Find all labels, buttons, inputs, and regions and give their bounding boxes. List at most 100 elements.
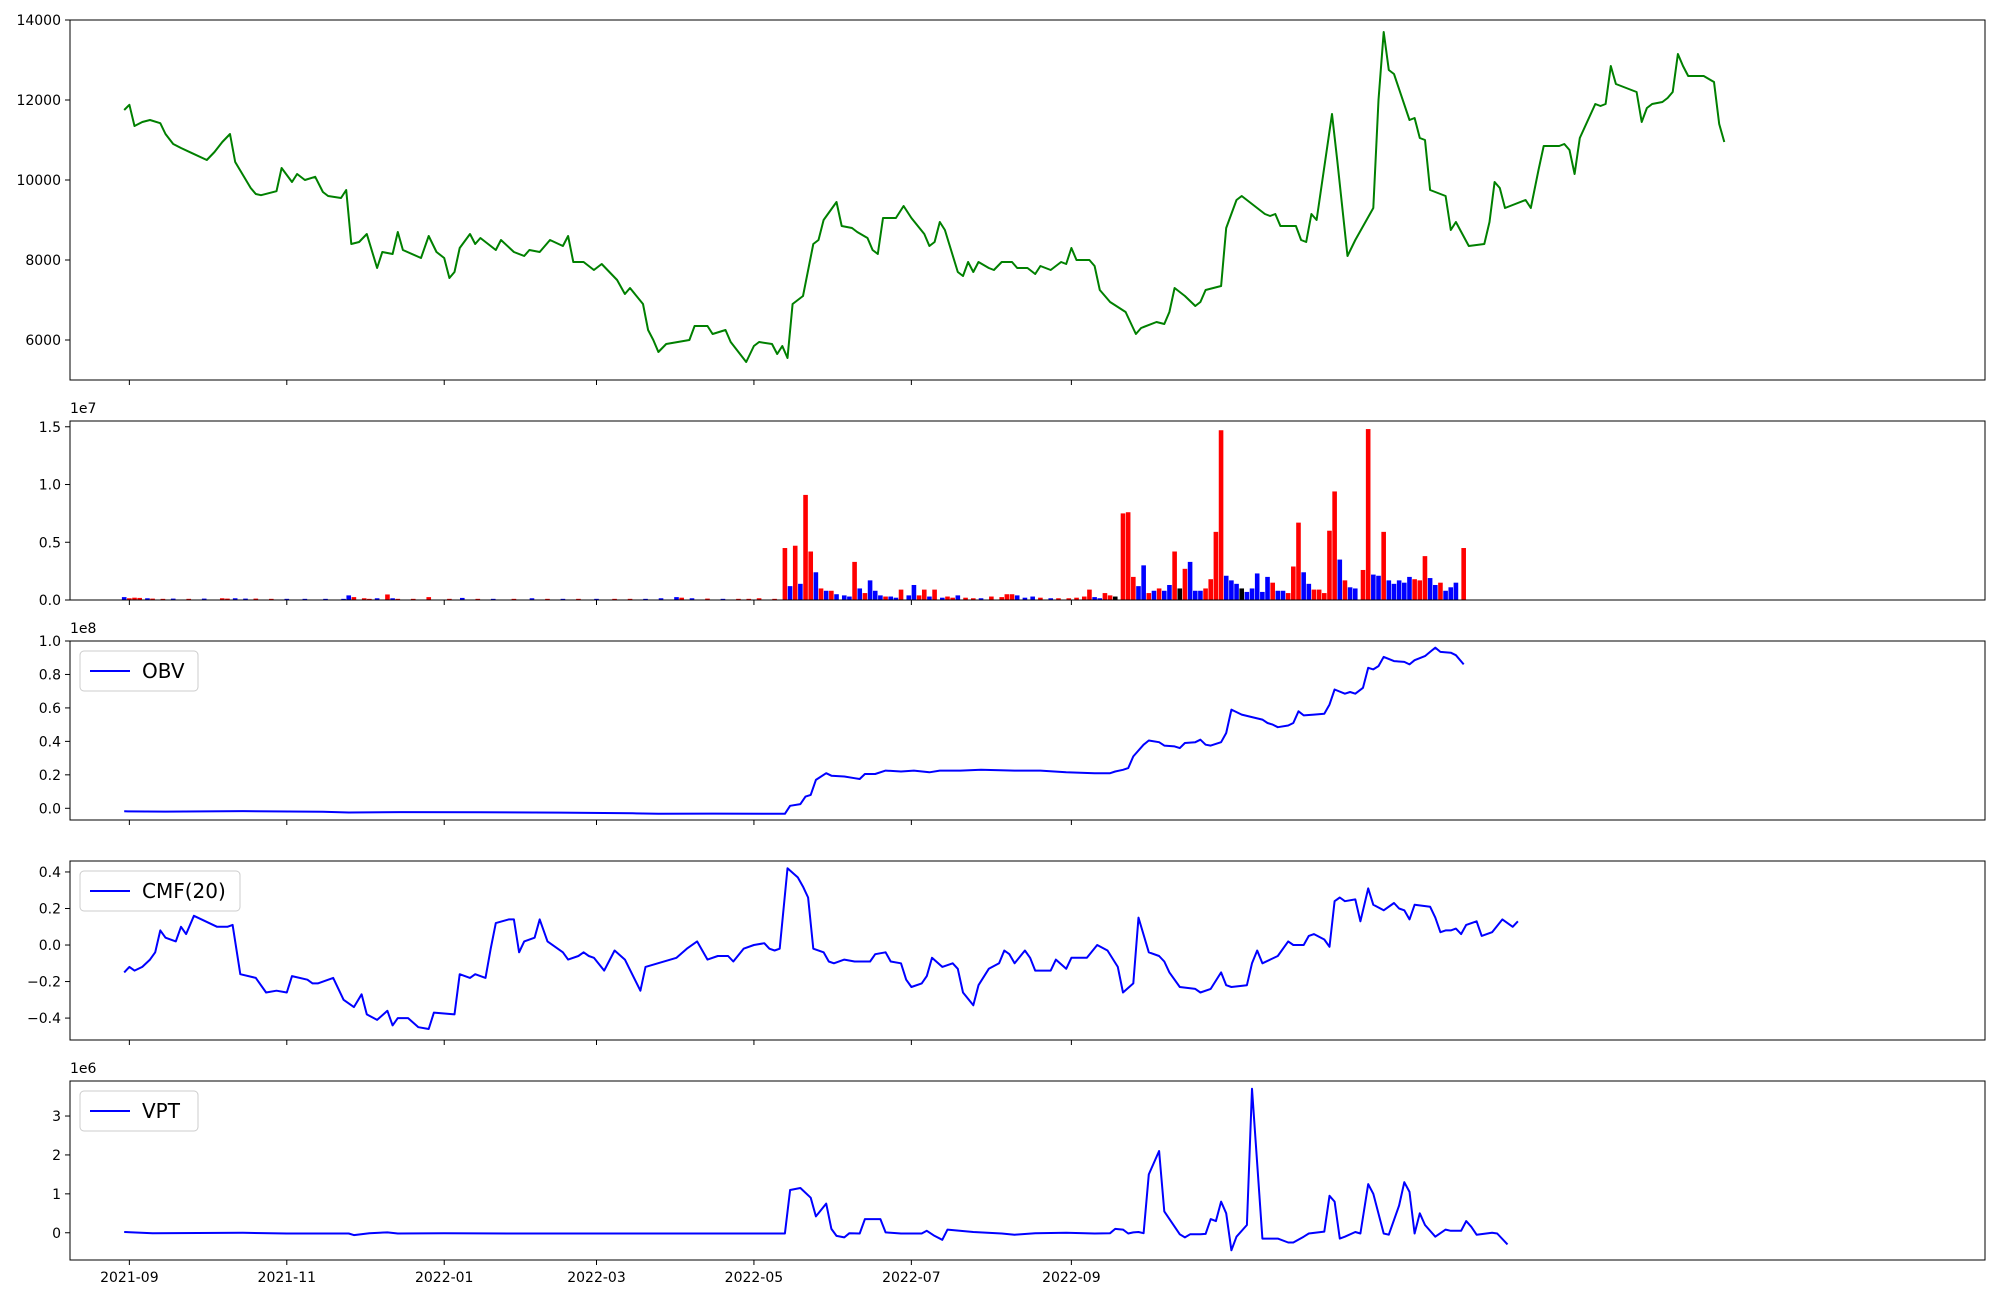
volume-bar [1316, 589, 1322, 600]
panel-1: 6000 8000 10000 12000 14000 [16, 13, 1986, 385]
volume-bar [323, 598, 328, 600]
volume-bar [1260, 591, 1265, 600]
volume-bar [963, 597, 968, 600]
volume-bar [1376, 575, 1381, 600]
legend-box [79, 870, 241, 912]
axes-frame [69, 640, 1986, 821]
volume-bar [137, 597, 142, 600]
volume-bar [950, 597, 955, 600]
volume-bar [284, 598, 290, 600]
volume-bar [916, 595, 922, 600]
volume-bar [867, 580, 873, 600]
volume-bar [1244, 591, 1250, 600]
axes-frame [69, 860, 1986, 1041]
volume-bar [1417, 580, 1423, 600]
volume-bar [1371, 574, 1376, 600]
volume-bar [1352, 588, 1358, 600]
volume-bar [1120, 513, 1126, 600]
volume-bar [705, 598, 710, 600]
volume-bar [772, 598, 777, 600]
volume-bar [1448, 587, 1454, 600]
volume-bar [225, 598, 230, 600]
volume-bar [1386, 580, 1392, 600]
volume-bar [893, 597, 899, 600]
volume-bar [756, 598, 762, 600]
volume-bar [1291, 566, 1296, 600]
volume-bar [475, 598, 481, 600]
volume-bar [1427, 578, 1433, 600]
volume-bar [945, 596, 950, 600]
volume-bar [1004, 594, 1010, 600]
volume-bar [1161, 590, 1167, 600]
x-tick-label: 2022-03 [567, 1270, 626, 1286]
volume-bar [447, 598, 452, 600]
volume-bar [351, 597, 357, 600]
volume-bar [459, 597, 465, 600]
volume-bar [127, 598, 132, 600]
volume-bar [1396, 580, 1402, 600]
y-tick-label: 1.0 [39, 478, 61, 494]
volume-bar [529, 598, 535, 600]
volume-bar [1461, 548, 1466, 600]
volume-bar [121, 597, 127, 600]
y-tick-label: 0.0 [39, 593, 61, 609]
volume-bar [1203, 588, 1208, 600]
volume-bar [674, 597, 679, 600]
axes-frame [69, 19, 1986, 381]
axes-frame [69, 420, 1986, 601]
volume-bar [1275, 590, 1281, 600]
legend: OBV [79, 650, 199, 692]
volume-bar [1412, 579, 1417, 600]
y-exponent-label: 1e8 [70, 621, 96, 637]
volume-bar [1156, 588, 1162, 600]
volume-bar [367, 598, 372, 600]
panel-2: 0.0 0.5 1.0 1.5 1e7 [39, 401, 1986, 609]
volume-bar [201, 598, 207, 600]
volume-bar [782, 548, 788, 600]
volume-bar [390, 598, 395, 600]
volume-bar [1146, 593, 1152, 600]
volume-bar [1296, 522, 1301, 600]
y-tick-label: 0.5 [39, 535, 61, 551]
volume-bar [787, 586, 793, 600]
axes-frame [69, 1080, 1986, 1261]
volume-bar [1107, 595, 1113, 600]
volume-bar [1360, 569, 1366, 600]
volume-bar [385, 594, 390, 600]
volume-bar [1301, 572, 1306, 600]
volume-bar [1422, 556, 1428, 600]
volume-bar [1167, 584, 1172, 600]
volume-bar [798, 583, 803, 600]
volume-bar [490, 598, 496, 600]
volume-bar [1022, 597, 1028, 600]
volume-bar [1177, 588, 1183, 600]
volume-bar [971, 598, 976, 600]
volume-bar [1342, 580, 1348, 600]
volume-bar [1208, 579, 1214, 600]
volume-bar [1270, 582, 1275, 600]
y-tick-label: 0.0 [39, 938, 61, 954]
volume-bar [643, 598, 648, 600]
volume-bar [346, 595, 352, 600]
volume-bar [989, 596, 994, 600]
volume-bar [808, 551, 814, 600]
volume-bar [852, 561, 857, 600]
x-tick-label: 2021-11 [258, 1270, 317, 1286]
volume-bar [1182, 568, 1188, 600]
volume-bar [1306, 583, 1312, 600]
volume-bar [679, 597, 684, 600]
volume-bar [232, 598, 238, 600]
legend-label: OBV [142, 659, 185, 683]
volume-bar [1443, 590, 1448, 600]
volume-bar [1136, 586, 1141, 600]
y-tick-label: 0.4 [39, 865, 61, 881]
volume-bar [1249, 588, 1255, 600]
y-tick-label: 1 [52, 1187, 61, 1203]
volume-bar [560, 598, 566, 600]
volume-bar [1092, 597, 1097, 600]
volume-bar [1239, 588, 1245, 600]
volume-bar [395, 598, 401, 600]
y-exponent-label: 1e6 [70, 1061, 97, 1077]
x-tick-label: 2021-09 [100, 1270, 159, 1286]
